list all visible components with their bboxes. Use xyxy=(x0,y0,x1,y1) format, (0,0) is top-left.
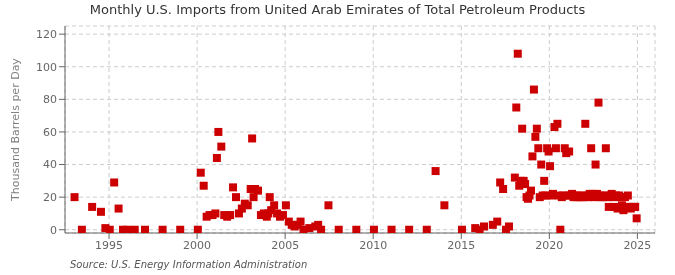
svg-text:2010: 2010 xyxy=(359,239,387,252)
svg-text:1995: 1995 xyxy=(95,239,123,252)
svg-text:2000: 2000 xyxy=(183,239,211,252)
svg-text:20: 20 xyxy=(43,191,57,204)
html-text:Monthly U.S. Imports from Unit: Monthly U.S. Imports from United Arab Em… xyxy=(89,2,586,17)
svg-text:100: 100 xyxy=(36,61,57,74)
html-text:Source: U.S. Energy Informatio: Source: U.S. Energy Information Administ… xyxy=(70,259,308,270)
svg-text:80: 80 xyxy=(43,93,57,106)
svg-text:2025: 2025 xyxy=(623,239,651,252)
svg-text:40: 40 xyxy=(43,158,57,171)
svg-text:Thousand Barrels per Day: Thousand Barrels per Day xyxy=(9,58,22,202)
svg-text:2005: 2005 xyxy=(271,239,299,252)
svg-text:60: 60 xyxy=(43,126,57,139)
svg-text:2020: 2020 xyxy=(535,239,563,252)
svg-text:2015: 2015 xyxy=(447,239,475,252)
svg-text:0: 0 xyxy=(50,224,57,237)
svg-text:120: 120 xyxy=(36,28,57,41)
